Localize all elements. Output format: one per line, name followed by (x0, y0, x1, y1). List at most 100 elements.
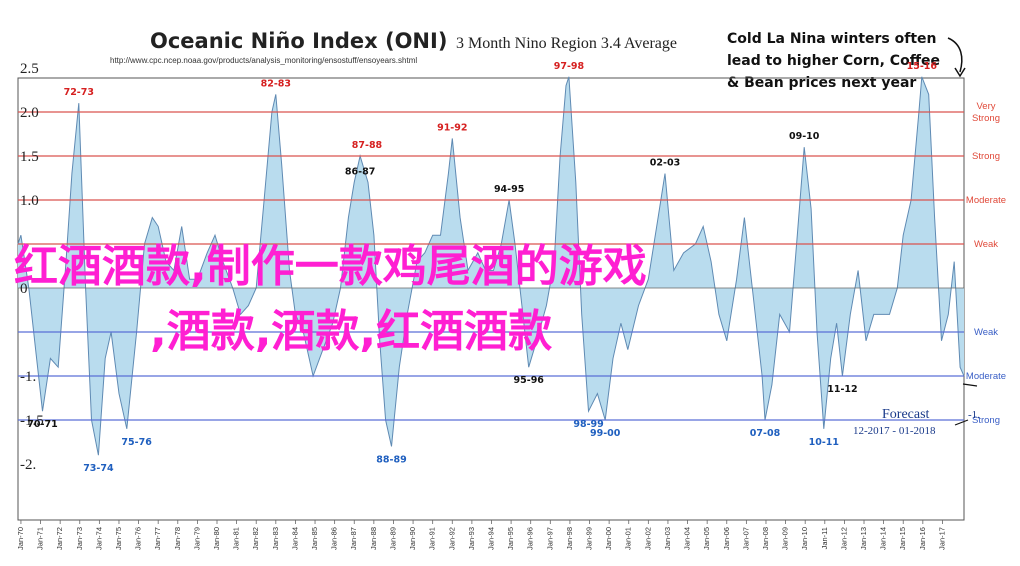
trough-label: 88-89 (376, 454, 406, 465)
trough-label: 75-76 (121, 437, 152, 448)
chart-subtitle: 3 Month Nino Region 3.4 Average (456, 35, 677, 52)
x-tick-label: Jan-06 (722, 527, 731, 550)
annotation-line-2: lead to higher Corn, Coffee (727, 53, 940, 69)
chart-title: Oceanic Niño Index (ONI) (150, 29, 447, 53)
x-tick-label: Jan-71 (36, 527, 45, 550)
x-tick-label: Jan-92 (447, 527, 456, 550)
peak-label: 86-87 (345, 166, 375, 177)
x-tick-label: Jan-76 (134, 527, 143, 550)
annotation-arrowhead (954, 67, 966, 78)
x-tick-label: Jan-96 (526, 527, 535, 550)
threshold-layer: VeryStrongStrongModerateWeakWeakModerate… (18, 101, 1006, 426)
x-tick-label: Jan-77 (153, 527, 162, 550)
annotation-line-1: Cold La Nina winters often (727, 31, 937, 47)
annotation-arrow (947, 37, 963, 73)
threshold-label: Strong (972, 151, 1000, 162)
trough-label: 73-74 (83, 463, 114, 474)
forecast-range: 12-2017 - 01-2018 (853, 425, 936, 437)
event-labels: 72-73 82-83 87-88 86-87 91-92 94-95 97-98 02-03… (27, 61, 937, 474)
peak-label: 91-92 (437, 122, 467, 133)
x-tick-label: Jan-81 (232, 527, 241, 550)
x-tick-label: Jan-87 (349, 527, 358, 550)
x-axis: Jan-70 Jan-71 Jan-72 Jan-73 Jan-74 Jan-75 Jan-… (16, 520, 946, 550)
x-tick-label: Jan-72 (55, 527, 64, 550)
threshold-label: Strong (972, 415, 1000, 426)
x-tick-label: Jan-01 (624, 527, 633, 550)
oni-area (18, 76, 964, 456)
x-tick-label: Jan-98 (565, 527, 574, 550)
peak-label: 02-03 (650, 158, 680, 169)
trough-label: 98-99 (573, 419, 603, 430)
peak-label: 94-95 (494, 184, 524, 195)
x-tick-label: Jan-91 (428, 527, 437, 550)
oni-line (17, 76, 965, 456)
peak-label: 87-88 (352, 140, 383, 151)
trough-label: 95-96 (514, 375, 545, 386)
x-tick-label: Jan-12 (839, 527, 848, 550)
x-tick-label: Jan-97 (545, 527, 554, 550)
x-tick-label: Jan-99 (585, 527, 594, 550)
x-tick-label: Jan-93 (467, 527, 476, 550)
x-tick-label: Jan-82 (251, 527, 260, 550)
x-tick-label: Jan-95 (506, 527, 515, 550)
source-url: http://www.cpc.ncep.noaa.gov/products/an… (110, 56, 417, 65)
x-tick-label: Jan-86 (330, 527, 339, 550)
x-tick-label: Jan-04 (683, 527, 692, 550)
trough-label: 99-00 (590, 428, 621, 439)
threshold-label: Weak (974, 239, 998, 250)
x-tick-label: Jan-11 (820, 527, 829, 549)
peak-label: 82-83 (261, 78, 291, 89)
x-tick-label: Jan-85 (310, 527, 319, 550)
threshold-label: Strong (972, 113, 1000, 124)
x-tick-label: Jan-78 (173, 527, 182, 550)
peak-label: 72-73 (64, 87, 94, 98)
x-tick-label: Jan-94 (486, 527, 495, 550)
x-tick-label: Jan-80 (212, 527, 221, 550)
y-tick-label: 0 (20, 281, 28, 297)
x-tick-label: Jan-89 (388, 527, 397, 550)
y-tick-label: 1.5 (20, 149, 39, 165)
forecast-arrow-upper (962, 383, 978, 387)
forecast-arrow-lower (954, 419, 969, 426)
x-tick-label: Jan-75 (114, 527, 123, 550)
overlay-title-line-1: 红酒酒款,制作一款鸡尾酒的游戏 (14, 241, 647, 292)
forecast-label: Forecast (882, 407, 930, 422)
peak-label: 97-98 (554, 61, 585, 72)
peak-label: 09-10 (789, 131, 820, 142)
x-tick-label: Jan-10 (800, 527, 809, 550)
x-tick-label: Jan-17 (937, 527, 946, 550)
x-tick-label: Jan-02 (643, 527, 652, 550)
x-tick-label: Jan-03 (663, 527, 672, 550)
trough-label: 07-08 (750, 428, 781, 439)
x-tick-label: Jan-13 (859, 527, 868, 550)
trough-label: 10-11 (809, 437, 839, 448)
y-axis: 2.5 2.0 1.5 1.0 0 -1. -1.5 -2. (20, 61, 44, 473)
y-tick-label: 1.0 (20, 193, 39, 209)
x-tick-label: Jan-74 (94, 527, 103, 550)
threshold-label: Very (976, 101, 995, 112)
overlay-title-line-2: ,酒款,酒款,红酒酒款 (150, 306, 552, 357)
x-tick-label: Jan-88 (369, 527, 378, 550)
x-tick-label: Jan-05 (702, 527, 711, 550)
x-tick-label: Jan-15 (898, 527, 907, 550)
peak-label: 15-16 (907, 61, 938, 72)
threshold-label: Weak (974, 327, 998, 338)
threshold-label: Moderate (966, 371, 1006, 382)
x-tick-label: Jan-00 (604, 527, 613, 550)
x-tick-label: Jan-08 (761, 527, 770, 550)
x-tick-label: Jan-70 (16, 527, 25, 550)
x-tick-label: Jan-09 (781, 527, 790, 550)
x-tick-label: Jan-16 (918, 527, 927, 550)
y-tick-label: -1.5 (20, 413, 44, 429)
x-tick-label: Jan-90 (408, 527, 417, 550)
x-tick-label: Jan-84 (290, 527, 299, 550)
y-tick-label: 2.5 (20, 61, 39, 77)
x-tick-label: Jan-14 (879, 527, 888, 550)
trough-label: 11-12 (827, 384, 857, 395)
forecast-value: -1. (968, 409, 980, 421)
oni-area-layer (17, 76, 965, 456)
y-tick-label: -1. (20, 369, 36, 385)
x-tick-label: Jan-07 (741, 527, 750, 550)
threshold-label: Moderate (966, 195, 1006, 206)
